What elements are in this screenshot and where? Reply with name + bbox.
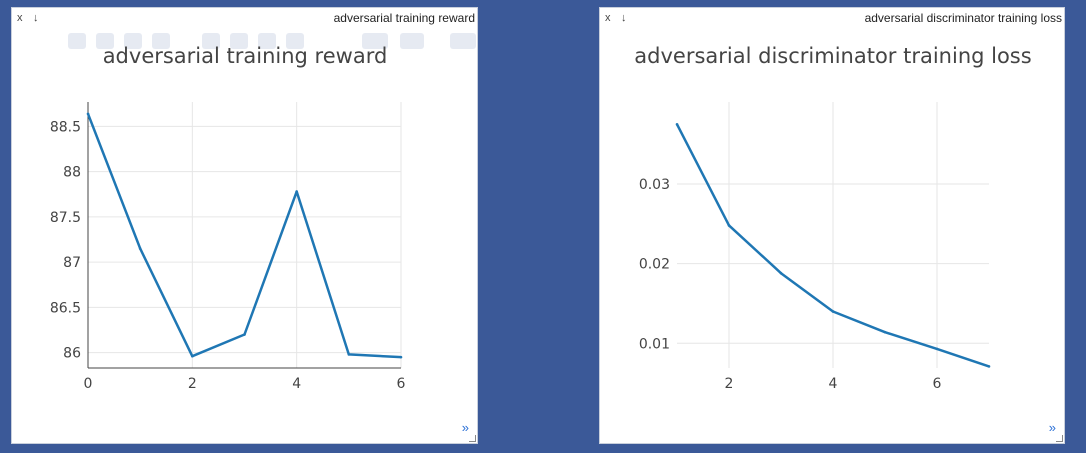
chart-title: adversarial training reward xyxy=(103,44,388,68)
data-point xyxy=(295,190,298,193)
x-tick-label: 4 xyxy=(829,376,838,392)
y-tick-label: 0.01 xyxy=(639,336,670,352)
autoscale-icon[interactable] xyxy=(258,33,276,49)
reset-axes-icon[interactable] xyxy=(286,33,304,49)
series-line xyxy=(86,113,402,359)
data-point xyxy=(727,224,731,227)
data-point xyxy=(399,355,403,359)
pan-icon[interactable] xyxy=(152,33,170,49)
data-point xyxy=(987,365,991,368)
resize-handle[interactable] xyxy=(1056,435,1063,442)
close-icon[interactable]: x xyxy=(605,12,611,24)
line-chart[interactable]: adversarial training reward 0 2 4 6 86 86.5 87 8… xyxy=(12,8,479,445)
y-tick-label: 88.5 xyxy=(50,119,81,135)
panel-title: adversarial training reward xyxy=(333,11,475,25)
x-tick-label: 2 xyxy=(725,376,734,392)
y-tick-label: 86 xyxy=(63,346,81,362)
close-icon[interactable]: x xyxy=(17,12,23,24)
x-tick-label: 2 xyxy=(188,376,197,392)
plotly-logo-icon[interactable] xyxy=(450,33,476,49)
x-tick-label: 0 xyxy=(84,376,93,392)
zoom-out-icon[interactable] xyxy=(230,33,248,49)
hover-compare-icon[interactable] xyxy=(400,33,424,49)
chart-panel-reward: x ↓ adversarial training reward adversar… xyxy=(11,7,478,444)
data-point xyxy=(935,347,939,351)
data-point xyxy=(883,330,887,334)
panel-header: x ↓ adversarial discriminator training l… xyxy=(600,8,1064,28)
expand-icon[interactable]: » xyxy=(1048,420,1056,435)
x-tick-label: 6 xyxy=(397,376,406,392)
x-tick-label: 6 xyxy=(933,376,942,392)
y-tick-label: 88 xyxy=(63,165,81,181)
data-point xyxy=(831,310,835,313)
download-icon[interactable]: ↓ xyxy=(33,12,39,24)
y-tick-label: 0.03 xyxy=(639,177,670,193)
chart-panel-loss: x ↓ adversarial discriminator training l… xyxy=(599,7,1065,444)
data-point xyxy=(779,271,783,275)
data-point xyxy=(675,122,679,126)
data-point xyxy=(191,354,194,358)
panel-title: adversarial discriminator training loss xyxy=(864,11,1062,25)
zoom-in-icon[interactable] xyxy=(202,33,220,49)
save-icon[interactable] xyxy=(96,33,114,49)
data-point xyxy=(86,112,90,116)
plot-modebar[interactable] xyxy=(62,30,482,56)
y-tick-label: 86.5 xyxy=(50,300,81,316)
line-chart[interactable]: adversarial discriminator training loss 2… xyxy=(600,8,1066,445)
resize-handle[interactable] xyxy=(469,435,476,442)
download-icon[interactable]: ↓ xyxy=(621,12,627,24)
spike-lines-icon[interactable] xyxy=(362,33,388,49)
y-tick-label: 0.02 xyxy=(639,257,670,273)
camera-icon[interactable] xyxy=(68,33,86,49)
data-point xyxy=(243,333,246,336)
data-point xyxy=(347,353,351,356)
expand-icon[interactable]: » xyxy=(461,420,469,435)
chart-title: adversarial discriminator training loss xyxy=(634,44,1031,68)
y-tick-label: 87 xyxy=(63,255,81,271)
panel-header: x ↓ adversarial training reward xyxy=(12,8,477,28)
x-tick-label: 4 xyxy=(292,376,301,392)
data-point xyxy=(138,247,142,250)
zoom-icon[interactable] xyxy=(124,33,142,49)
y-tick-label: 87.5 xyxy=(50,210,81,226)
